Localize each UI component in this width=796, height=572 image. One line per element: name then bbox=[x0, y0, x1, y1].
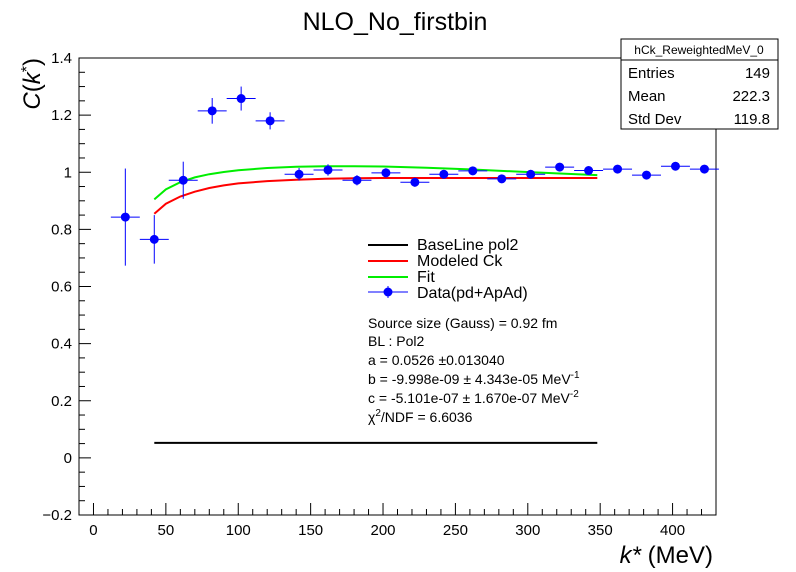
data-point bbox=[689, 164, 719, 174]
x-tick-label: 150 bbox=[298, 522, 323, 539]
fit-curves bbox=[153, 165, 598, 444]
data-marker bbox=[468, 166, 478, 176]
y-tick-label: 1.4 bbox=[51, 50, 72, 67]
data-point bbox=[660, 161, 690, 171]
data-point bbox=[632, 170, 661, 180]
data-point bbox=[487, 174, 517, 184]
plot-frame bbox=[78, 57, 717, 516]
modeled-ck-curve bbox=[153, 177, 598, 215]
data-point bbox=[197, 97, 227, 124]
data-marker bbox=[294, 169, 304, 179]
data-marker bbox=[236, 94, 246, 104]
data-marker bbox=[555, 162, 565, 172]
y-tick-label: 0 bbox=[64, 450, 72, 467]
data-point bbox=[400, 177, 430, 187]
data-marker bbox=[497, 174, 507, 184]
annotation-param-b: b = -9.998e-09 ± 4.343e-05 MeV-1 bbox=[368, 370, 580, 387]
data-marker bbox=[323, 165, 333, 175]
x-tick-label: 100 bbox=[226, 522, 251, 539]
y-tick-label: −0.2 bbox=[42, 507, 72, 524]
data-point bbox=[429, 169, 459, 179]
y-tick-label: 1.2 bbox=[51, 107, 72, 124]
stats-value-entries: 149 bbox=[745, 65, 770, 82]
stats-label-mean: Mean bbox=[628, 88, 666, 105]
legend: BaseLine pol2 Modeled Ck Fit Data(pd+ApA… bbox=[368, 237, 528, 302]
annotation-baseline-type: BL : Pol2 bbox=[368, 333, 425, 349]
x-axis-label: k* (MeV) bbox=[620, 542, 713, 569]
x-tick-label: 300 bbox=[515, 522, 540, 539]
data-point bbox=[313, 164, 343, 176]
y-tick-label: 1 bbox=[64, 164, 72, 181]
y-axis-label: C(k*) bbox=[19, 58, 46, 110]
fit-annotations: Source size (Gauss) = 0.92 fm BL : Pol2 … bbox=[368, 315, 580, 425]
data-marker bbox=[207, 106, 217, 116]
x-tick-label: 50 bbox=[158, 522, 175, 539]
annotation-chi2: χ2/NDF = 6.6036 bbox=[368, 408, 473, 425]
data-points bbox=[110, 86, 719, 266]
y-tick-label: 0.8 bbox=[51, 221, 72, 238]
annotation-source-size: Source size (Gauss) = 0.92 fm bbox=[368, 315, 557, 331]
x-tick-label: 400 bbox=[660, 522, 685, 539]
y-tick-labels: −0.2 0 0.2 0.4 0.6 0.8 1 1.2 1.4 bbox=[42, 50, 72, 524]
stats-box: hCk_ReweightedMeV_0 Entries 149 Mean 222… bbox=[620, 38, 779, 130]
data-marker bbox=[410, 177, 420, 187]
stats-label-stddev: Std Dev bbox=[628, 111, 682, 128]
annotation-param-c: c = -5.101e-07 ± 1.670e-07 MeV-2 bbox=[368, 389, 579, 406]
data-point bbox=[458, 166, 488, 176]
y-tick-label: 0.2 bbox=[51, 393, 72, 410]
fit-curve bbox=[153, 165, 598, 201]
data-point bbox=[110, 168, 140, 266]
data-marker bbox=[699, 164, 709, 174]
data-point bbox=[284, 167, 314, 181]
data-marker bbox=[613, 164, 623, 174]
y-tick-label: 0.4 bbox=[51, 336, 72, 353]
data-point bbox=[516, 169, 546, 179]
x-tick-label: 250 bbox=[443, 522, 468, 539]
x-tick-label: 200 bbox=[371, 522, 396, 539]
data-point bbox=[139, 215, 169, 264]
stats-value-mean: 222.3 bbox=[732, 88, 770, 105]
data-marker bbox=[642, 170, 652, 180]
annotation-param-a: a = 0.0526 ±0.013040 bbox=[368, 352, 505, 368]
data-marker bbox=[526, 169, 536, 179]
data-point bbox=[371, 168, 401, 178]
chart-title: NLO_No_firstbin bbox=[303, 8, 488, 36]
data-point bbox=[168, 161, 198, 199]
stats-label-entries: Entries bbox=[628, 65, 675, 82]
x-tick-label: 0 bbox=[89, 522, 97, 539]
stats-title: hCk_ReweightedMeV_0 bbox=[634, 43, 764, 57]
data-point bbox=[255, 112, 285, 130]
data-marker bbox=[670, 161, 680, 171]
legend-swatch-data-marker bbox=[383, 287, 393, 297]
x-tick-labels: 0 50 100 150 200 250 300 350 400 bbox=[89, 522, 685, 539]
data-marker bbox=[352, 175, 362, 185]
x-tick-label: 350 bbox=[588, 522, 613, 539]
legend-label-fit: Fit bbox=[417, 269, 435, 286]
legend-label-data: Data(pd+ApAd) bbox=[417, 285, 528, 302]
legend-label-modeled: Modeled Ck bbox=[417, 253, 503, 270]
data-marker bbox=[381, 168, 391, 178]
data-marker bbox=[149, 234, 159, 244]
data-point bbox=[342, 175, 372, 186]
data-point bbox=[545, 162, 575, 172]
data-marker bbox=[265, 116, 275, 126]
stats-value-stddev: 119.8 bbox=[734, 111, 770, 128]
data-point bbox=[226, 86, 256, 111]
data-marker bbox=[584, 166, 594, 176]
y-tick-label: 0.6 bbox=[51, 279, 72, 296]
data-marker bbox=[120, 212, 130, 222]
axis-ticks bbox=[78, 57, 717, 516]
data-marker bbox=[178, 175, 188, 185]
legend-label-baseline: BaseLine pol2 bbox=[417, 237, 519, 254]
data-marker bbox=[439, 169, 449, 179]
data-point bbox=[603, 164, 633, 174]
data-point bbox=[574, 166, 604, 176]
